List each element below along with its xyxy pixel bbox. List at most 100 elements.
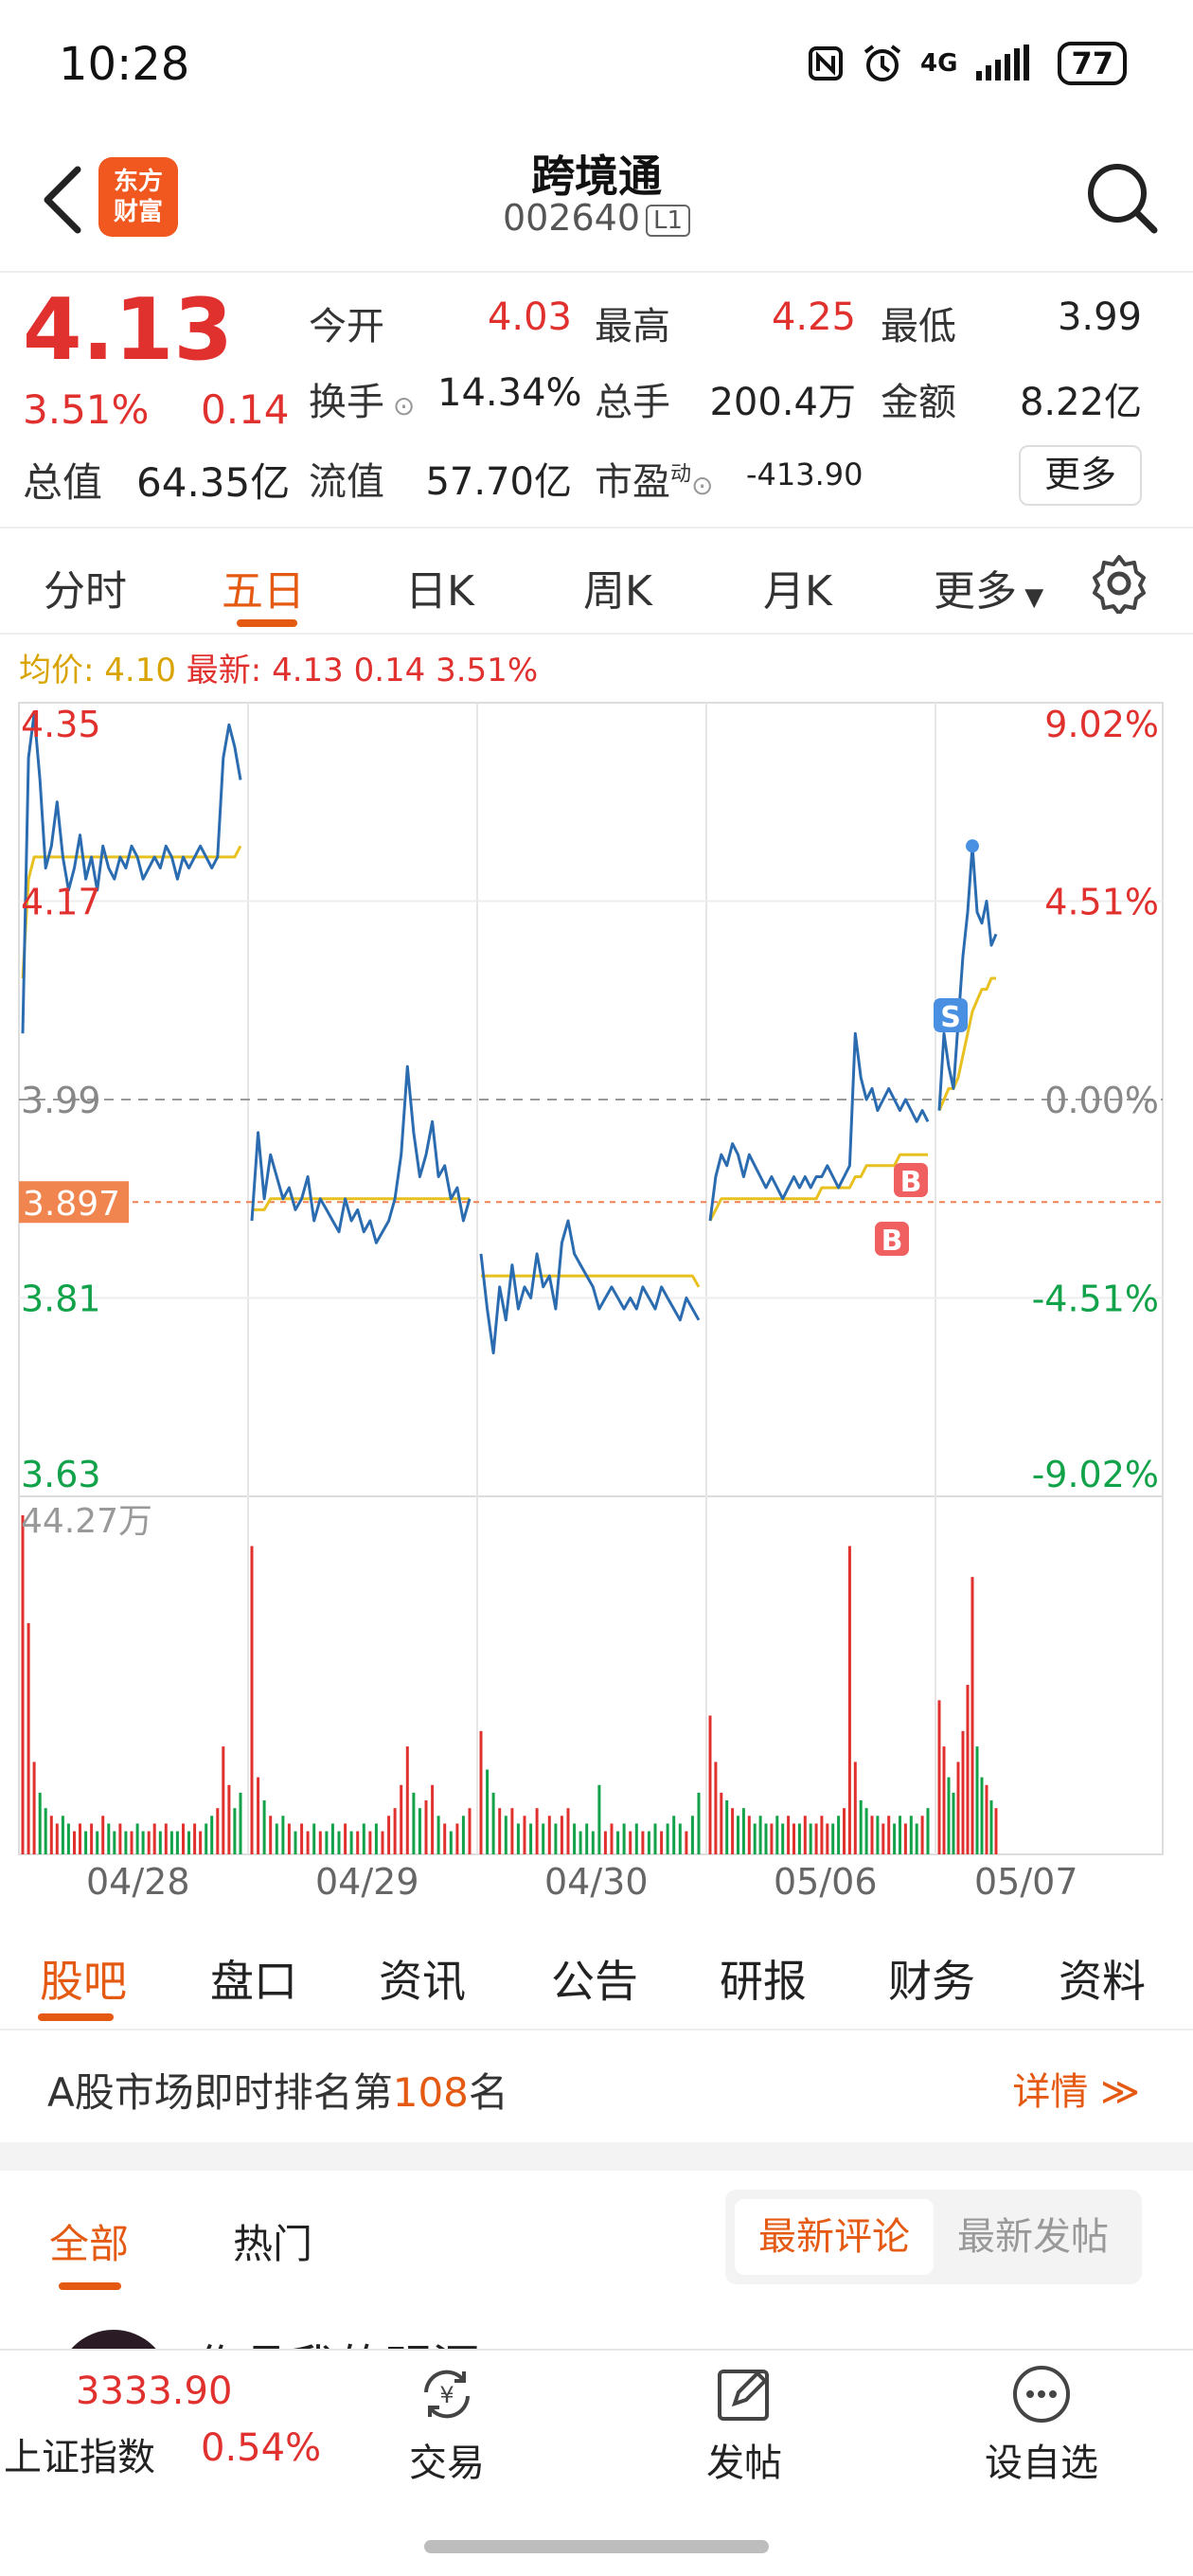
volume-bar [956, 1762, 960, 1854]
volume-bar [193, 1823, 197, 1854]
tab-intraday[interactable]: 分时 [44, 567, 127, 616]
tab-profile[interactable]: 资料 [1059, 1956, 1146, 2007]
volume-bar [325, 1831, 329, 1854]
five-day-chart[interactable]: 4.35 4.17 3.99 3.81 3.63 9.02% 4.51% 0.00% -4.51… [0, 691, 1193, 1913]
volume-bar [579, 1831, 582, 1854]
volume-bar [573, 1823, 577, 1854]
sort-latest-comment[interactable]: 最新评论 [735, 2199, 934, 2275]
volume-bar [374, 1823, 378, 1854]
volume-bar [887, 1816, 891, 1854]
volume-bar [747, 1816, 751, 1854]
dropdown-icon: ▼ [1017, 583, 1044, 612]
rank-bar[interactable]: A股市场即时排名第108名 详情 ≫ [0, 2032, 1193, 2142]
volume-bar [387, 1816, 391, 1854]
search-icon [1088, 164, 1158, 234]
active-tab-indicator [38, 2013, 114, 2021]
more-button[interactable]: 更多 [1019, 445, 1142, 506]
volume-label: 总手 [595, 381, 670, 424]
turnover-label[interactable]: 换手 ⊙ [309, 371, 415, 426]
status-icons: 4G 77 [807, 42, 1127, 85]
volume-bar [61, 1816, 64, 1854]
sort-latest-post[interactable]: 最新发帖 [957, 2215, 1109, 2259]
x-tick-label: 04/29 [315, 1861, 419, 1903]
tab-announcements[interactable]: 公告 [551, 1956, 638, 2007]
volume-bar [787, 1816, 791, 1854]
volume-max-label: 44.27万 [21, 1502, 152, 1541]
volume-bar [775, 1816, 779, 1854]
search-button[interactable] [1079, 155, 1165, 241]
quote-panel: 4.13 3.51% 0.14 今开 4.03 最高 4.25 最低 3.99 … [0, 275, 1193, 528]
volume-bar [864, 1808, 868, 1854]
tab-monthly-k[interactable]: 月K [763, 567, 832, 616]
tab-guba[interactable]: 股吧 [40, 1956, 127, 2007]
tab-more[interactable]: 更多 ▼ [934, 557, 1043, 617]
float-cap-value: 57.70亿 [425, 460, 572, 504]
svg-text:¥: ¥ [439, 2382, 454, 2408]
post-button[interactable]: 发帖 [678, 2364, 810, 2487]
battery-icon: 77 [1058, 42, 1127, 85]
volume-bar [510, 1808, 514, 1854]
volume-bar [831, 1823, 835, 1854]
signal-icon [976, 45, 1030, 80]
volume-bar [175, 1831, 179, 1854]
settings-gear-icon[interactable] [1089, 553, 1149, 614]
volume-bar [135, 1823, 139, 1854]
volume-bar [926, 1808, 930, 1854]
volume-bar [903, 1823, 907, 1854]
level-badge: L1 [646, 204, 691, 237]
volume-bar [714, 1762, 718, 1854]
tab-daily-k[interactable]: 日K [405, 567, 474, 616]
volume-bar [233, 1808, 237, 1854]
avg-price-info: 均价: 4.10 最新: 4.13 0.14 3.51% [19, 644, 538, 690]
volume-bar [101, 1816, 105, 1854]
x-tick-label: 05/07 [974, 1861, 1078, 1903]
volume-bar [337, 1831, 341, 1854]
volume-bar [610, 1823, 614, 1854]
pe-label-text: 市盈 [595, 460, 670, 504]
volume-bar [660, 1831, 664, 1854]
tab-news[interactable]: 资讯 [379, 1956, 466, 2007]
more-dots-icon [1013, 2366, 1070, 2423]
tab-order-book[interactable]: 盘口 [210, 1956, 297, 2007]
volume-bar [269, 1816, 273, 1854]
tab-financials[interactable]: 财务 [888, 1956, 975, 2007]
volume-bar [814, 1823, 818, 1854]
tab-weekly-k[interactable]: 周K [583, 567, 652, 616]
tab-five-day[interactable]: 五日 [222, 567, 305, 616]
x-tick-label: 04/28 [86, 1861, 190, 1903]
active-tab-indicator [237, 619, 297, 627]
tab-hot-posts[interactable]: 热门 [233, 2221, 313, 2267]
volume-bar [666, 1823, 669, 1854]
rank-detail-link[interactable]: 详情 ≫ [1012, 2070, 1140, 2114]
trade-button[interactable]: ¥ 交易 [381, 2364, 513, 2487]
volume-bar [523, 1816, 526, 1854]
volume-bar [975, 1746, 979, 1854]
volume-bar [653, 1823, 657, 1854]
volume-bar [672, 1816, 676, 1854]
pe-label[interactable]: 市盈动⊙ [595, 451, 713, 506]
volume-bar [708, 1715, 712, 1854]
back-button[interactable] [28, 157, 95, 242]
change-amount: 0.14 [201, 386, 290, 433]
volume-bar [44, 1808, 47, 1854]
volume-bar [300, 1823, 304, 1854]
volume-bar [124, 1831, 128, 1854]
volume-bar [287, 1823, 291, 1854]
add-watchlist-label: 设自选 [985, 2442, 1098, 2485]
tab-research[interactable]: 研报 [720, 1956, 807, 2007]
home-indicator [424, 2540, 769, 2553]
volume-bar [720, 1792, 723, 1854]
volume-bar [418, 1808, 421, 1854]
volume-bar [32, 1762, 36, 1854]
volume-bar [281, 1816, 285, 1854]
volume-bar [49, 1816, 53, 1854]
price-line-04-29 [250, 1064, 472, 1244]
volume-bar [491, 1792, 495, 1854]
latest-value: 4.13 [272, 652, 344, 689]
tab-all-posts[interactable]: 全部 [49, 2221, 130, 2267]
index-name: 上证指数 [4, 2436, 155, 2479]
add-watchlist-button[interactable]: 设自选 [975, 2364, 1108, 2487]
volume-bar [876, 1816, 880, 1854]
volume-bar [498, 1808, 502, 1854]
latest-change: 0.14 [353, 652, 426, 689]
